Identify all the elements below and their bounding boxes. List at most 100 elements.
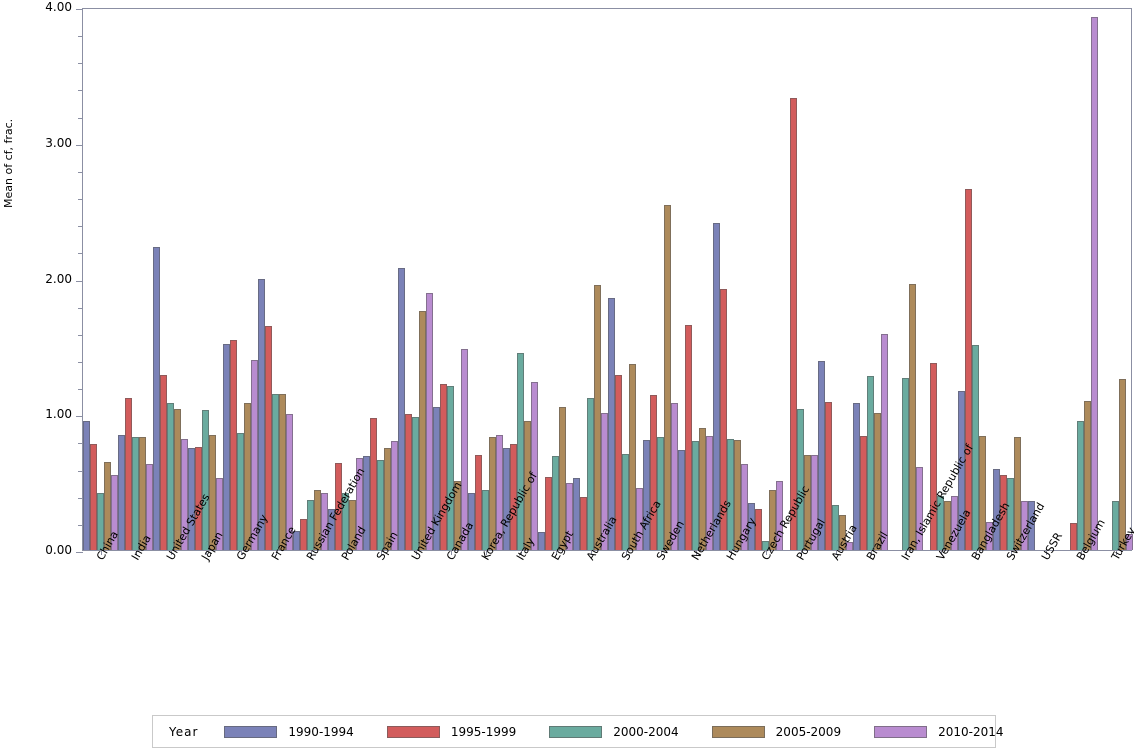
bar[interactable] bbox=[1000, 475, 1007, 550]
bar[interactable] bbox=[839, 514, 846, 550]
bar[interactable] bbox=[1084, 400, 1091, 550]
bar[interactable] bbox=[440, 384, 447, 550]
bar[interactable] bbox=[391, 441, 398, 550]
bar[interactable] bbox=[181, 438, 188, 550]
bar[interactable] bbox=[167, 403, 174, 550]
bar[interactable] bbox=[510, 444, 517, 550]
bar[interactable] bbox=[972, 345, 979, 550]
bar[interactable] bbox=[902, 377, 909, 550]
bar[interactable] bbox=[426, 293, 433, 550]
bar[interactable] bbox=[811, 454, 818, 550]
bar[interactable] bbox=[412, 416, 419, 550]
bar[interactable] bbox=[832, 505, 839, 550]
bar[interactable] bbox=[272, 393, 279, 550]
bar[interactable] bbox=[524, 421, 531, 550]
bar[interactable] bbox=[650, 395, 657, 550]
bar[interactable] bbox=[503, 448, 510, 550]
bar[interactable] bbox=[111, 475, 118, 550]
bar[interactable] bbox=[545, 476, 552, 550]
bar[interactable] bbox=[657, 437, 664, 550]
bar[interactable] bbox=[342, 493, 349, 550]
bar[interactable] bbox=[993, 468, 1000, 550]
bar[interactable] bbox=[468, 493, 475, 550]
bar[interactable] bbox=[496, 434, 503, 550]
bar[interactable] bbox=[104, 461, 111, 550]
bar[interactable] bbox=[916, 467, 923, 550]
legend-item[interactable]: 1990-1994 bbox=[224, 725, 354, 739]
bar[interactable] bbox=[622, 453, 629, 550]
bar[interactable] bbox=[769, 490, 776, 550]
bar[interactable] bbox=[713, 222, 720, 550]
bar[interactable] bbox=[790, 97, 797, 550]
bar[interactable] bbox=[629, 364, 636, 550]
bar[interactable] bbox=[699, 427, 706, 550]
bar[interactable] bbox=[1007, 478, 1014, 550]
bar[interactable] bbox=[1119, 378, 1126, 550]
bar[interactable] bbox=[706, 435, 713, 550]
bar[interactable] bbox=[265, 326, 272, 550]
bar[interactable] bbox=[580, 497, 587, 550]
bar[interactable] bbox=[90, 444, 97, 550]
bar[interactable] bbox=[958, 391, 965, 550]
bar[interactable] bbox=[741, 464, 748, 550]
bar[interactable] bbox=[83, 421, 90, 550]
bar[interactable] bbox=[1126, 533, 1133, 550]
bar[interactable] bbox=[664, 205, 671, 550]
bar[interactable] bbox=[979, 435, 986, 550]
bar[interactable] bbox=[1021, 501, 1028, 550]
bar[interactable] bbox=[335, 463, 342, 550]
bar[interactable] bbox=[643, 440, 650, 550]
bar[interactable] bbox=[867, 376, 874, 550]
bar[interactable] bbox=[797, 408, 804, 550]
bar[interactable] bbox=[216, 478, 223, 550]
bar[interactable] bbox=[300, 518, 307, 550]
bar[interactable] bbox=[755, 509, 762, 550]
bar[interactable] bbox=[1028, 501, 1035, 550]
bar[interactable] bbox=[1014, 437, 1021, 550]
bar[interactable] bbox=[818, 361, 825, 550]
bar[interactable] bbox=[909, 283, 916, 550]
bar[interactable] bbox=[223, 343, 230, 550]
legend-item[interactable]: 1995-1999 bbox=[386, 725, 516, 739]
bar[interactable] bbox=[461, 349, 468, 550]
bar[interactable] bbox=[160, 374, 167, 550]
bar[interactable] bbox=[874, 412, 881, 550]
bar[interactable] bbox=[118, 434, 125, 550]
bar[interactable] bbox=[573, 478, 580, 550]
bar[interactable] bbox=[419, 311, 426, 550]
bar[interactable] bbox=[293, 531, 300, 550]
bar[interactable] bbox=[398, 267, 405, 550]
bar[interactable] bbox=[209, 434, 216, 550]
bar[interactable] bbox=[433, 407, 440, 550]
bar[interactable] bbox=[195, 446, 202, 550]
bar[interactable] bbox=[951, 495, 958, 550]
bar[interactable] bbox=[1091, 16, 1098, 550]
bar[interactable] bbox=[286, 414, 293, 550]
bar[interactable] bbox=[314, 490, 321, 550]
bar[interactable] bbox=[734, 440, 741, 550]
bar[interactable] bbox=[531, 381, 538, 550]
bar[interactable] bbox=[720, 289, 727, 550]
bar[interactable] bbox=[860, 435, 867, 550]
bar[interactable] bbox=[482, 490, 489, 550]
bar[interactable] bbox=[363, 456, 370, 550]
bar[interactable] bbox=[636, 487, 643, 550]
bar[interactable] bbox=[538, 532, 545, 550]
bar[interactable] bbox=[678, 449, 685, 550]
bar[interactable] bbox=[188, 448, 195, 550]
bar[interactable] bbox=[1070, 522, 1077, 550]
bar[interactable] bbox=[594, 285, 601, 550]
bar[interactable] bbox=[762, 540, 769, 550]
bar[interactable] bbox=[244, 403, 251, 550]
bar[interactable] bbox=[986, 521, 993, 550]
bar[interactable] bbox=[853, 403, 860, 550]
bar[interactable] bbox=[489, 437, 496, 550]
bar[interactable] bbox=[776, 480, 783, 550]
bar[interactable] bbox=[132, 437, 139, 550]
bar[interactable] bbox=[146, 464, 153, 550]
bar[interactable] bbox=[937, 495, 944, 550]
bar[interactable] bbox=[258, 278, 265, 550]
bar[interactable] bbox=[97, 493, 104, 550]
bar[interactable] bbox=[559, 407, 566, 550]
bar[interactable] bbox=[202, 410, 209, 550]
